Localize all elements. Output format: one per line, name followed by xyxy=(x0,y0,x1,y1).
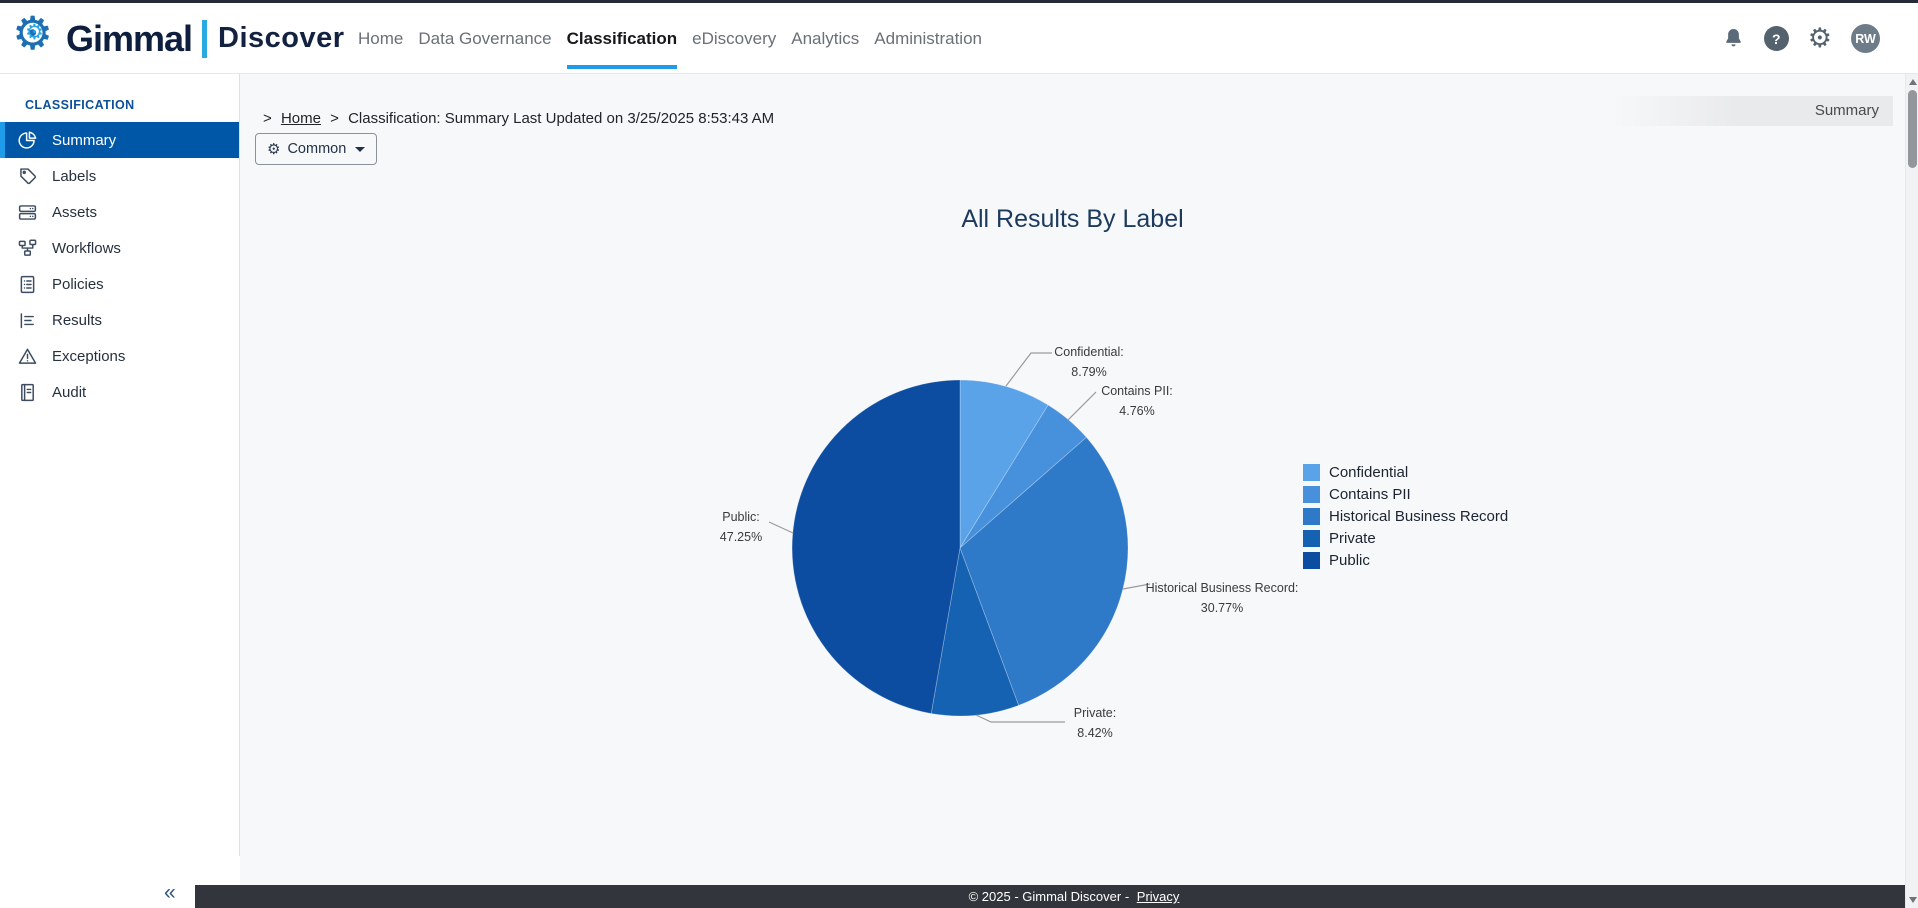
pie-label-leader-line xyxy=(1122,583,1151,590)
sidebar-item-label: Summary xyxy=(52,131,117,149)
sidebar-section-title: CLASSIFICATION xyxy=(25,98,135,112)
sidebar-item-label: Policies xyxy=(52,275,104,293)
scrollbar-up-arrow-icon[interactable] xyxy=(1908,79,1917,85)
sidebar-item-results[interactable]: Results xyxy=(0,302,239,338)
settings-gear-icon[interactable]: ⚙ xyxy=(1807,23,1832,53)
sidebar-item-label: Exceptions xyxy=(52,347,126,365)
main-content: > Home > Classification: Summary Last Up… xyxy=(240,74,1905,885)
scrollbar-down-arrow-icon[interactable] xyxy=(1908,897,1917,903)
window-top-edge xyxy=(0,0,1918,3)
sidebar-item-exceptions[interactable]: Exceptions xyxy=(0,338,239,374)
legend-item[interactable]: Public xyxy=(1303,552,1508,569)
app-header: ⚙ ⚙ Gimmal Discover Home Data Governance… xyxy=(0,3,1918,74)
scrollbar-thumb[interactable] xyxy=(1907,90,1917,168)
pie-chart: Confidential: 8.79% Contains PII: 4.76% Hist… xyxy=(720,345,1299,740)
nav-classification[interactable]: Classification xyxy=(566,3,677,74)
chevron-down-icon xyxy=(355,146,366,152)
assets-icon xyxy=(18,204,37,220)
legend-item[interactable]: Contains PII xyxy=(1303,486,1508,503)
pie-label-leader-line xyxy=(975,714,1065,723)
breadcrumb-prefix: > xyxy=(263,110,272,127)
legend-item[interactable]: Private xyxy=(1303,530,1508,547)
clipboard-list-icon xyxy=(20,275,35,293)
nav-home[interactable]: Home xyxy=(358,28,404,48)
pie-slice[interactable] xyxy=(791,379,961,714)
gear-icon: ⚙ xyxy=(267,140,281,158)
legend-label: Contains PII xyxy=(1329,486,1411,503)
pie-slice[interactable] xyxy=(959,379,1049,550)
legend-swatch xyxy=(1303,508,1320,525)
page-corner-label: Summary xyxy=(1610,96,1893,126)
tag-icon xyxy=(20,167,37,184)
sidebar-item-summary[interactable]: Summary xyxy=(0,122,239,158)
sidebar-item-audit[interactable]: Audit xyxy=(0,374,239,410)
nav-administration[interactable]: Administration xyxy=(874,28,982,48)
privacy-link[interactable]: Privacy xyxy=(1136,889,1180,904)
nav-data-governance[interactable]: Data Governance xyxy=(418,28,552,48)
audit-document-icon xyxy=(21,383,34,401)
legend-item[interactable]: Confidential xyxy=(1303,464,1508,481)
legend-label: Private xyxy=(1329,530,1376,547)
chart-title: All Results By Label xyxy=(961,205,1184,233)
pie-slice[interactable] xyxy=(959,436,1129,706)
workflow-icon xyxy=(18,239,37,256)
legend-swatch xyxy=(1303,530,1320,547)
legend-label: Historical Business Record xyxy=(1329,508,1509,525)
product-name: Discover xyxy=(218,22,345,54)
breadcrumb-current: Classification: Summary Last Updated on … xyxy=(348,110,775,127)
sidebar-item-labels[interactable]: Labels xyxy=(0,158,239,194)
breadcrumb-home-link[interactable]: Home xyxy=(280,110,321,127)
sidebar-item-label: Labels xyxy=(52,167,97,185)
pie-chart-icon xyxy=(18,131,37,149)
brand-divider xyxy=(202,19,208,58)
pie-slice-label: Confidential: 8.79% xyxy=(1054,345,1124,379)
sidebar-item-label: Workflows xyxy=(52,239,121,257)
user-avatar[interactable]: RW xyxy=(1851,24,1880,53)
header-actions: ? ⚙ RW xyxy=(1722,3,1880,74)
sidebar-item-policies[interactable]: Policies xyxy=(0,266,239,302)
sidebar: CLASSIFICATION Summary Labels Assets Wor… xyxy=(0,74,240,856)
sidebar-item-label: Results xyxy=(52,311,103,329)
legend-swatch xyxy=(1303,552,1320,569)
pie-label-leader-line xyxy=(768,521,794,534)
copyright-text: © 2025 - Gimmal Discover - xyxy=(968,889,1130,904)
common-button-label: Common xyxy=(287,141,347,157)
pie-slice[interactable] xyxy=(930,546,1020,717)
sidebar-collapse-chevron[interactable]: « xyxy=(160,882,180,904)
gimmal-gear-logo-icon: ⚙ ⚙ xyxy=(12,6,54,59)
notifications-bell-icon[interactable] xyxy=(1722,26,1745,52)
vertical-scrollbar[interactable] xyxy=(1905,74,1918,908)
pie-slice-label: Historical Business Record: 30.77% xyxy=(1146,581,1299,615)
legend-label: Confidential xyxy=(1329,464,1409,481)
pie-slice-label: Private: 8.42% xyxy=(1074,706,1116,740)
results-list-icon xyxy=(20,312,34,328)
pie-slice-label: Contains PII: 4.76% xyxy=(1101,384,1173,418)
warning-triangle-icon xyxy=(18,348,37,364)
breadcrumb: > Home > Classification: Summary Last Up… xyxy=(258,110,774,127)
legend-swatch xyxy=(1303,464,1320,481)
nav-analytics[interactable]: Analytics xyxy=(791,28,860,48)
nav-ediscovery[interactable]: eDiscovery xyxy=(692,28,777,48)
legend-swatch xyxy=(1303,486,1320,503)
help-icon[interactable]: ? xyxy=(1763,26,1789,51)
footer: © 2025 - Gimmal Discover - Privacy xyxy=(195,885,1905,908)
common-dropdown-button[interactable]: ⚙ Common xyxy=(255,133,378,165)
legend-label: Public xyxy=(1329,552,1370,569)
sidebar-item-assets[interactable]: Assets xyxy=(0,194,239,230)
brand-name: Gimmal xyxy=(66,17,193,59)
chart-legend: Confidential Contains PII Historical Busin… xyxy=(1303,464,1508,569)
pie-slice-label: Public: 47.25% xyxy=(720,510,762,544)
breadcrumb-separator: > xyxy=(330,110,339,127)
legend-item[interactable]: Historical Business Record xyxy=(1303,508,1508,525)
sidebar-item-label: Assets xyxy=(52,203,98,221)
app-logo[interactable]: ⚙ ⚙ Gimmal Discover xyxy=(12,3,345,74)
main-nav: Home Data Governance Classification eDis… xyxy=(358,3,982,74)
pie-label-leader-line xyxy=(1005,352,1052,387)
pie-label-leader-line xyxy=(1067,391,1097,421)
sidebar-item-label: Audit xyxy=(52,383,87,401)
sidebar-item-workflows[interactable]: Workflows xyxy=(0,230,239,266)
